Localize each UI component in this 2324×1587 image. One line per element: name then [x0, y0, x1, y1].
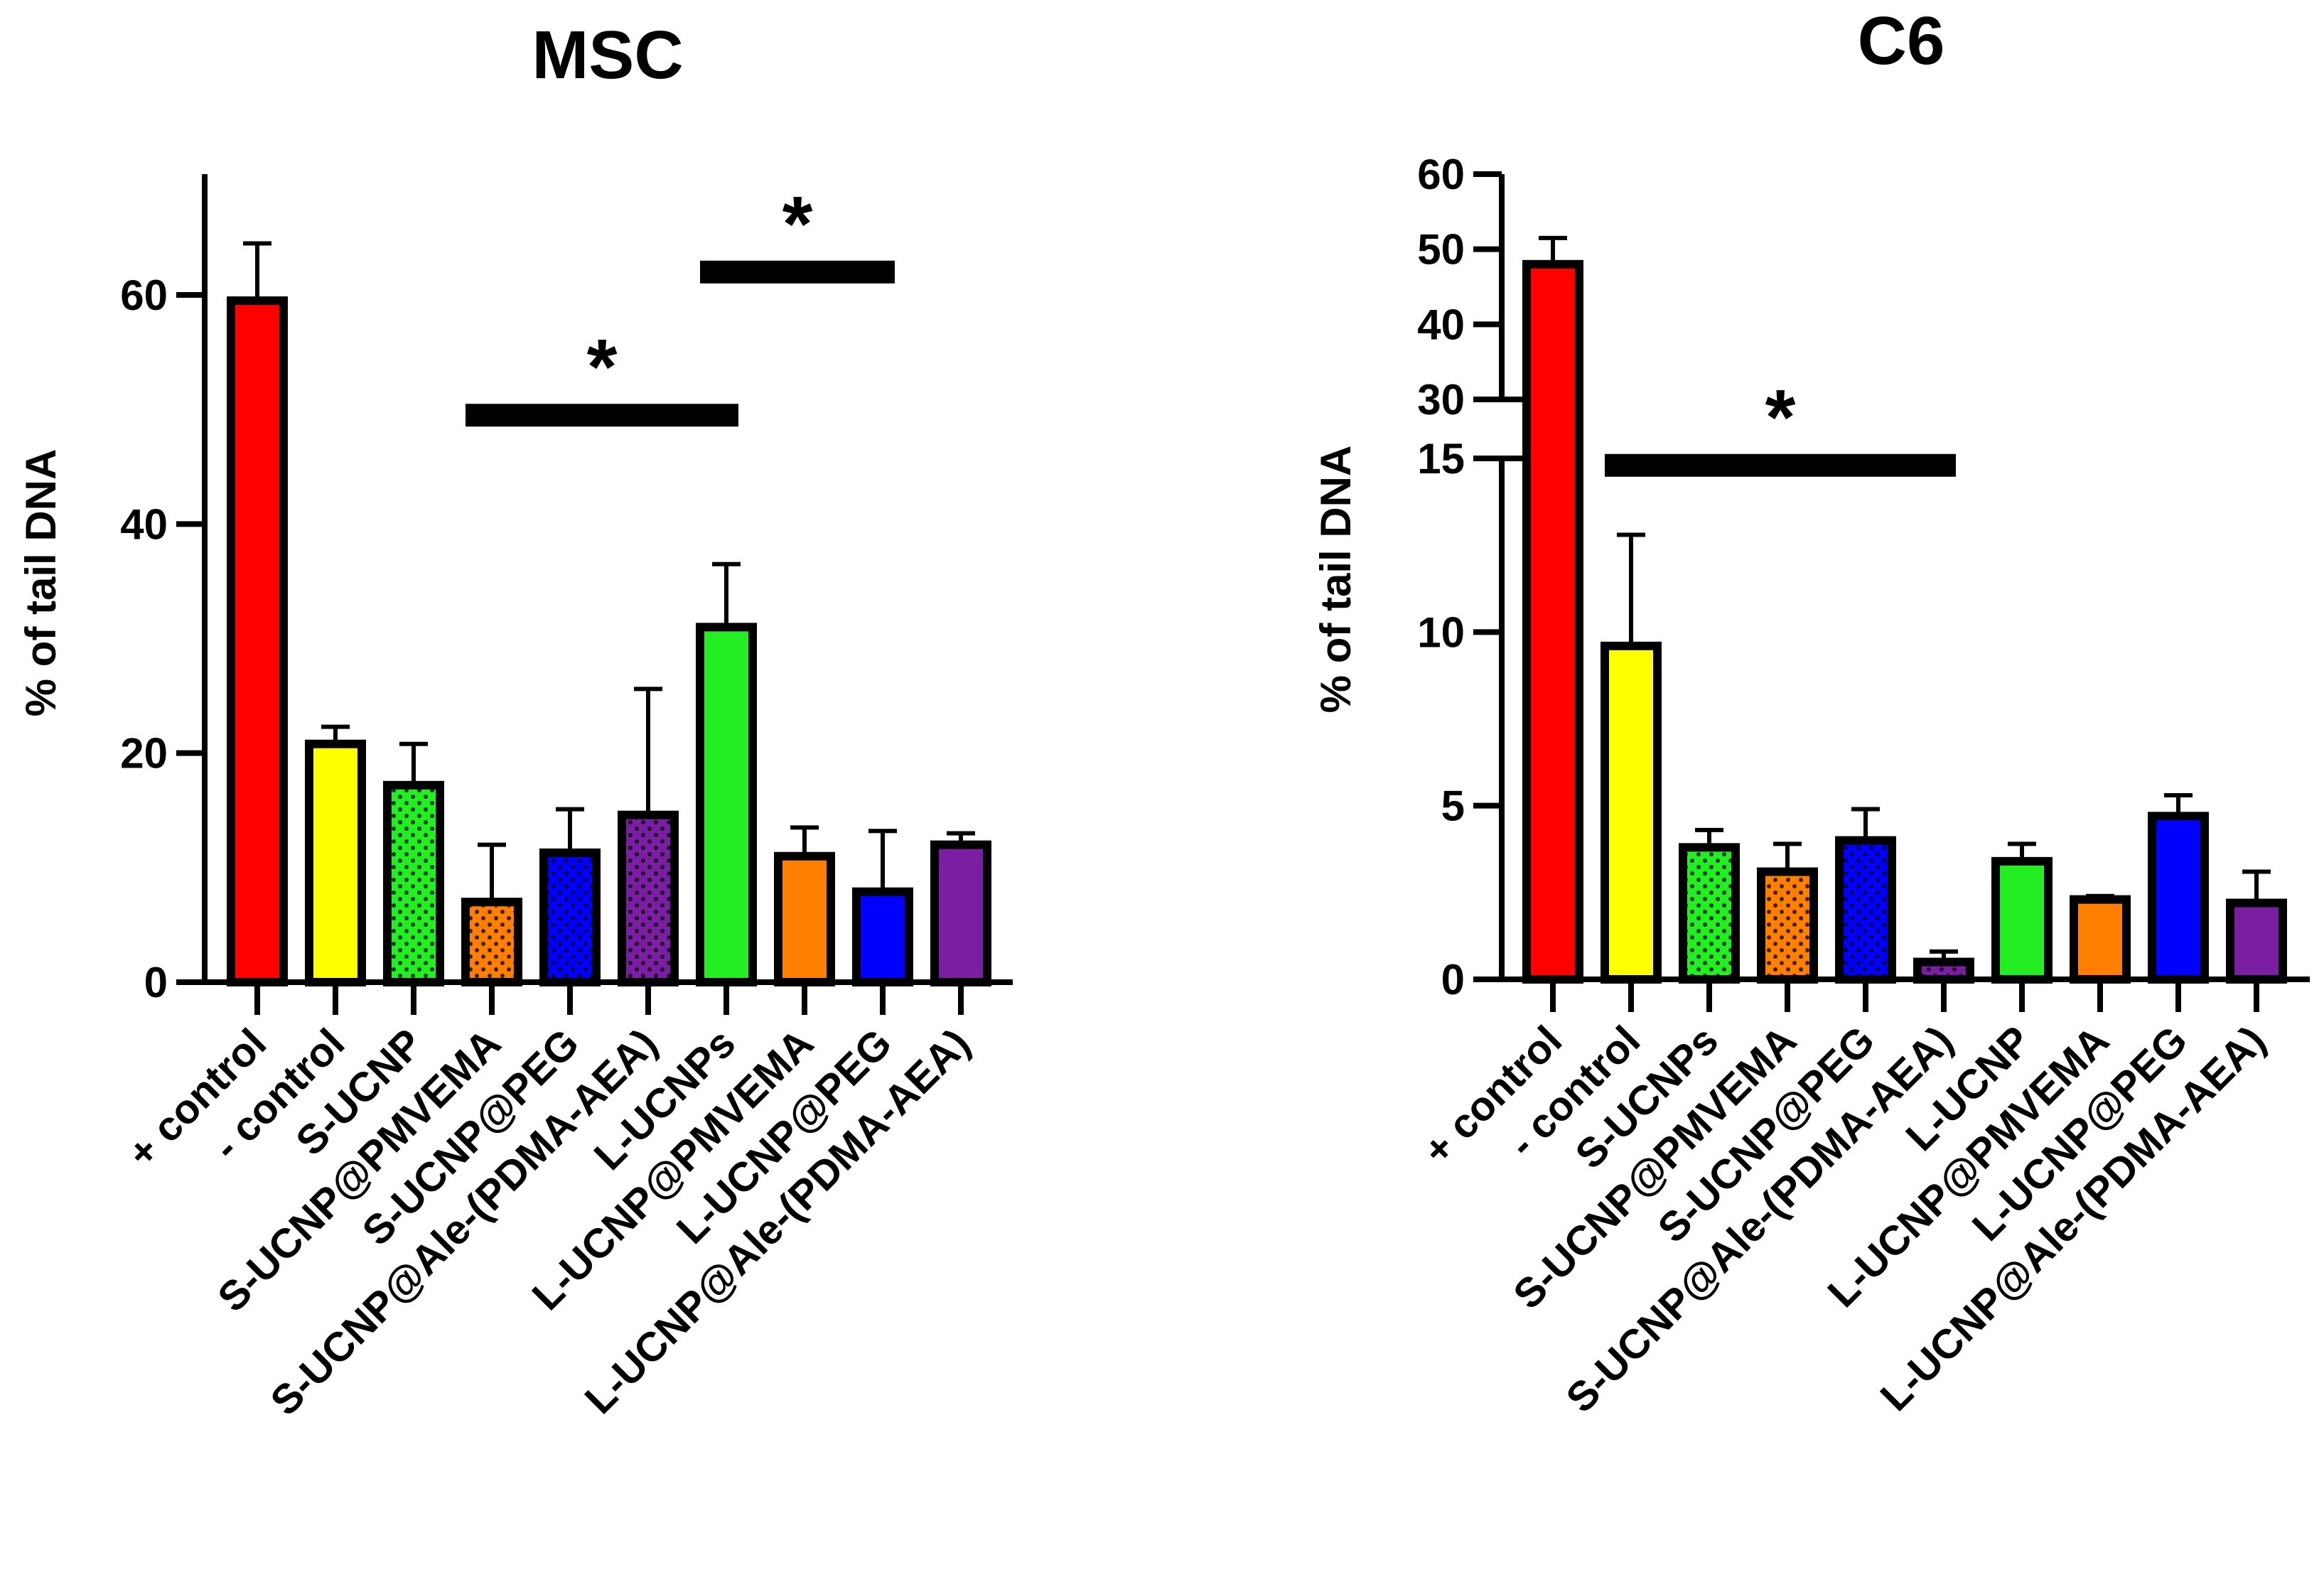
- c6-bar-l-ucnp-pmvema: [2070, 893, 2131, 984]
- bar-pattern: [1922, 966, 1966, 975]
- msc-bar-l-ucnp-pmvema: [774, 825, 835, 987]
- msc-bar-control: [305, 724, 366, 986]
- msc-significance-0: *: [466, 323, 738, 427]
- c6-category-labels: + control- controlS-UCNPsS-UCNP@PMVEMAS-…: [1414, 1017, 2274, 1421]
- c6-y-tick-label: 40: [1417, 301, 1465, 348]
- c6-y-tick-label: 60: [1417, 151, 1465, 198]
- bar-rect: [2070, 895, 2131, 984]
- msc-bar-s-ucnp: [383, 741, 444, 986]
- c6-panel: C6 % of tail DNA 0 5 10 15 30 40 50 60 * + cont…: [1312, 3, 2310, 1421]
- bar-pattern: [626, 819, 670, 978]
- c6-significance-0: *: [1605, 374, 1956, 477]
- bar-pattern: [392, 789, 436, 978]
- bar-rect: [305, 739, 366, 986]
- bar-rect: [227, 296, 288, 986]
- c6-y-tick-label: 30: [1417, 376, 1465, 424]
- bar-rect: [696, 623, 757, 987]
- c6-y-tick-label: 10: [1417, 608, 1465, 656]
- msc-bars: [227, 241, 991, 987]
- significance-star: *: [1765, 374, 1796, 461]
- bar-pattern: [1765, 876, 1809, 975]
- msc-bar-s-ucnp-peg: [539, 807, 601, 987]
- c6-bar-s-ucnps: [1679, 827, 1740, 984]
- c6-y-tick-label: 50: [1417, 226, 1465, 274]
- msc-title: MSC: [532, 17, 683, 93]
- bar-pattern: [1687, 851, 1731, 975]
- c6-bar-control: [1522, 235, 1583, 984]
- c6-title: C6: [1858, 3, 1945, 79]
- bar-rect: [852, 887, 913, 987]
- msc-y-tick-label: 0: [144, 959, 168, 1006]
- c6-significance: *: [1605, 374, 1956, 477]
- msc-category-labels: + control- controlS-UCNPS-UCNP@PMVEMAS-U…: [119, 1020, 979, 1424]
- msc-bar-l-ucnp-peg: [852, 829, 913, 987]
- c6-bar-l-ucnp-ale-pdma-aea: [2226, 869, 2287, 984]
- c6-bar-control: [1601, 532, 1662, 984]
- bar-rect: [2148, 812, 2209, 984]
- significance-bar: [700, 260, 895, 284]
- msc-bar-l-ucnps: [696, 561, 757, 987]
- bar-pattern: [548, 856, 592, 978]
- bar-rect: [2226, 898, 2287, 984]
- msc-bar-l-ucnp-ale-pdma-aea: [930, 831, 991, 986]
- msc-y-tick-label: 60: [120, 271, 168, 319]
- msc-significance: **: [466, 181, 895, 427]
- msc-y-tick-label: 20: [120, 730, 168, 778]
- msc-significance-1: *: [700, 181, 895, 284]
- msc-bar-control: [227, 241, 288, 986]
- c6-bar-l-ucnp: [1991, 841, 2053, 984]
- bar-pattern: [1844, 844, 1888, 975]
- c6-bar-s-ucnp-peg: [1835, 807, 1896, 984]
- c6-bar-s-ucnp-pmvema: [1757, 841, 1818, 984]
- bar-rect: [774, 851, 835, 987]
- c6-bar-l-ucnp-peg: [2148, 793, 2209, 984]
- significance-bar: [466, 404, 738, 427]
- c6-y-tick-label: 0: [1441, 956, 1465, 1004]
- msc-bar-s-ucnp-ale-pdma-aea: [618, 687, 679, 986]
- msc-y-tick-label: 40: [120, 500, 168, 548]
- bar-rect: [1601, 641, 1662, 984]
- bar-rect: [1522, 259, 1583, 984]
- significance-bar: [1605, 453, 1956, 477]
- bar-pattern: [470, 906, 514, 978]
- c6-y-axis-label: % of tail DNA: [1312, 446, 1360, 714]
- c6-y-tick-label: 15: [1417, 435, 1465, 483]
- c6-bars: [1522, 235, 2287, 984]
- significance-star: *: [587, 323, 618, 411]
- msc-y-axis-label: % of tail DNA: [17, 449, 65, 717]
- msc-bar-s-ucnp-pmvema: [461, 842, 522, 987]
- bar-rect: [930, 840, 991, 986]
- bar-rect: [1991, 856, 2053, 984]
- significance-star: *: [782, 181, 813, 268]
- c6-y-tick-label: 5: [1441, 782, 1465, 830]
- c6-bar-s-ucnp-ale-pdma-aea: [1913, 949, 1974, 984]
